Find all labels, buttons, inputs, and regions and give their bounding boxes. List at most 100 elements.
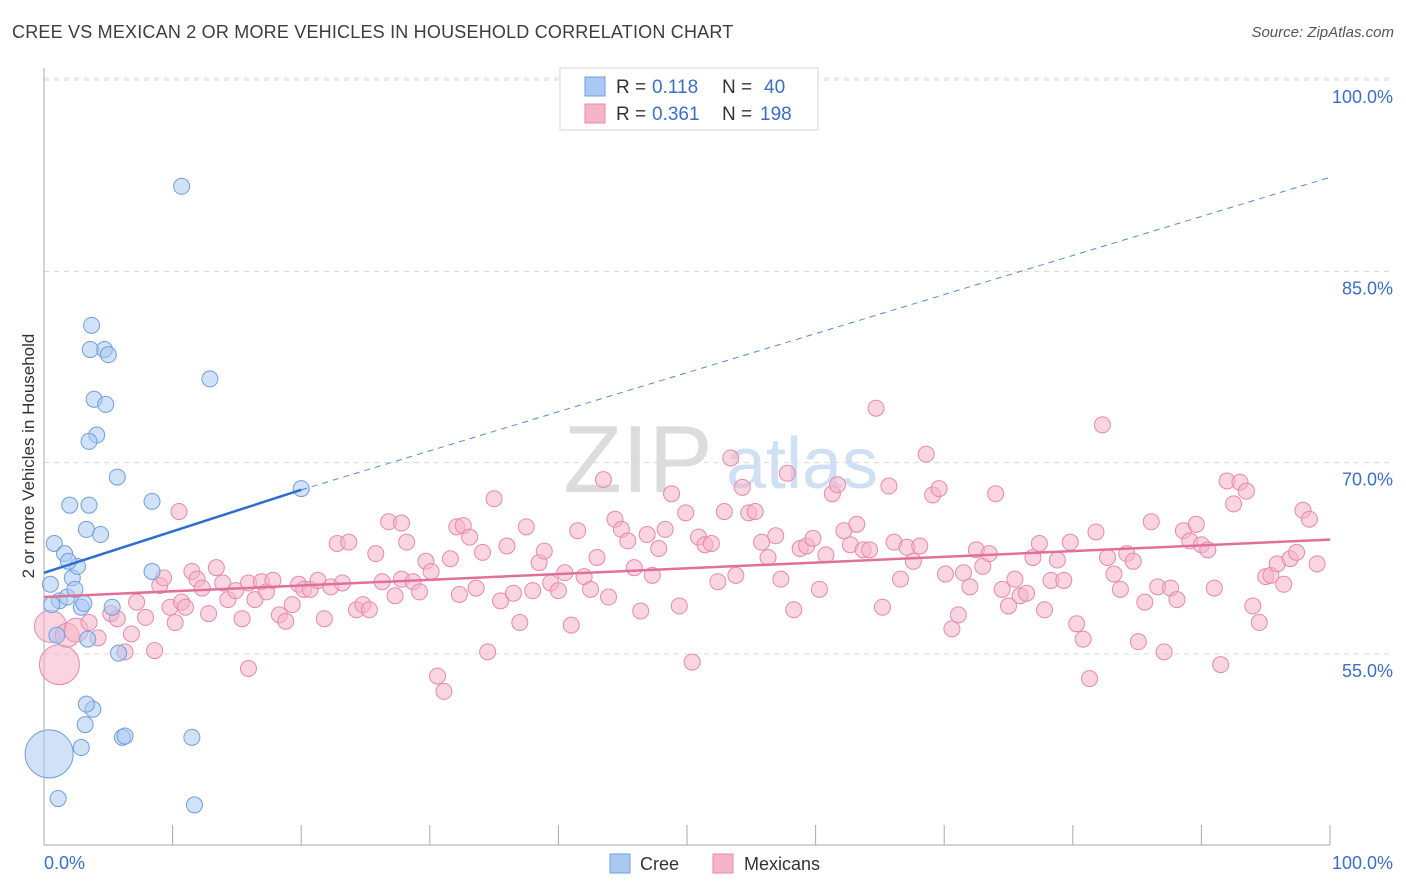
mexicans-r-value: 0.361 bbox=[652, 104, 700, 125]
mexicans-point-201 bbox=[450, 585, 468, 603]
mexicans-point-137 bbox=[930, 480, 948, 498]
cree-point-35 bbox=[143, 492, 161, 510]
cree-point-9 bbox=[61, 496, 79, 514]
cree-point-30 bbox=[110, 644, 128, 662]
cree-r-label: R = bbox=[616, 77, 646, 98]
cree-point-36 bbox=[143, 563, 161, 581]
mexicans-point-157 bbox=[1055, 571, 1073, 589]
mexicans-point-101 bbox=[702, 534, 720, 552]
mexicans-point-69 bbox=[498, 537, 516, 555]
cree-point-41 bbox=[292, 480, 310, 498]
mexicans-point-163 bbox=[1093, 416, 1111, 434]
cree-r-value: 0.118 bbox=[652, 77, 698, 98]
mexicans-point-169 bbox=[1129, 633, 1147, 651]
mexicans-point-113 bbox=[778, 464, 796, 482]
mexicans-point-146 bbox=[987, 485, 1005, 503]
mexicans-point-21 bbox=[193, 579, 211, 597]
mexicans-point-165 bbox=[1105, 565, 1123, 583]
cree-point-34 bbox=[76, 716, 94, 734]
watermark-zip: ZIP bbox=[563, 406, 712, 513]
cree-trend-line bbox=[43, 488, 302, 574]
mexicans-point-178 bbox=[1187, 515, 1205, 533]
cree-swatch bbox=[584, 76, 606, 97]
mexicans-point-196 bbox=[1300, 510, 1318, 528]
cree-point-1 bbox=[45, 534, 63, 552]
mexicans-point-58 bbox=[429, 667, 447, 685]
mexicans-point-83 bbox=[588, 548, 606, 566]
mexicans-point-80 bbox=[569, 522, 587, 540]
mexicans-point-134 bbox=[911, 537, 929, 555]
mexicans-point-35 bbox=[283, 596, 301, 614]
mexicans-point-154 bbox=[1036, 601, 1054, 619]
mexicans-point-114 bbox=[785, 601, 803, 619]
mexicans-point-106 bbox=[733, 478, 751, 496]
mexicans-point-53 bbox=[398, 533, 416, 551]
mexicans-swatch bbox=[584, 103, 606, 124]
mexicans-point-93 bbox=[650, 540, 668, 558]
mexicans-point-139 bbox=[943, 620, 961, 638]
mexicans-point-27 bbox=[233, 610, 251, 628]
mexicans-point-131 bbox=[891, 570, 909, 588]
mexicans-point-84 bbox=[594, 471, 612, 489]
mexicans-trend-line bbox=[43, 538, 1331, 599]
mexicans-point-11 bbox=[137, 608, 155, 626]
cree-point-16 bbox=[79, 630, 97, 648]
mexicans-point-112 bbox=[772, 570, 790, 588]
axes bbox=[43, 68, 1331, 846]
mexicans-point-16 bbox=[166, 614, 184, 632]
cree-point-42 bbox=[49, 790, 67, 808]
mexicans-point-24 bbox=[214, 574, 232, 592]
mexicans-point-108 bbox=[746, 503, 764, 521]
mexicans-point-94 bbox=[656, 520, 674, 538]
mexicans-point-192 bbox=[1275, 575, 1293, 593]
mexicans-point-151 bbox=[1018, 584, 1036, 602]
mexicans-point-110 bbox=[759, 548, 777, 566]
mexicans-point-133 bbox=[904, 552, 922, 570]
mexicans-point-164 bbox=[1099, 548, 1117, 566]
y-tick-label-85: 85.0% bbox=[1342, 278, 1393, 298]
mexicans-point-103 bbox=[715, 503, 733, 521]
mexicans-r-label: R = bbox=[616, 104, 646, 125]
mexicans-point-149 bbox=[1006, 570, 1024, 588]
mexicans-point-166 bbox=[1111, 580, 1129, 598]
mexicans-point-186 bbox=[1237, 482, 1255, 500]
legend-mexicans-swatch bbox=[712, 853, 734, 874]
cree-point-25 bbox=[80, 432, 98, 450]
x-tick-label-min: 0.0% bbox=[44, 853, 85, 873]
mexicans-point-161 bbox=[1081, 670, 1099, 688]
mexicans-point-32 bbox=[264, 571, 282, 589]
mexicans-point-160 bbox=[1074, 630, 1092, 648]
legend-cree-swatch bbox=[609, 853, 631, 874]
mexicans-point-70 bbox=[504, 584, 522, 602]
mexicans-point-72 bbox=[517, 518, 535, 536]
chart-title: CREE VS MEXICAN 2 OR MORE VEHICLES IN HO… bbox=[12, 22, 734, 42]
mexicans-point-194 bbox=[1288, 543, 1306, 561]
mexicans-point-111 bbox=[767, 527, 785, 545]
mexicans-point-85 bbox=[600, 588, 618, 606]
mexicans-point-26 bbox=[227, 582, 245, 600]
mexicans-point-117 bbox=[804, 529, 822, 547]
mexicans-point-97 bbox=[677, 504, 695, 522]
cree-point-4 bbox=[48, 626, 66, 644]
cree-point-24 bbox=[97, 395, 115, 413]
mexicans-point-98 bbox=[683, 653, 701, 671]
mexicans-point-1 bbox=[38, 644, 80, 686]
mexicans-point-124 bbox=[848, 515, 866, 533]
mexicans-point-181 bbox=[1205, 579, 1223, 597]
source-credit: Source: ZipAtlas.com bbox=[1251, 24, 1394, 41]
mexicans-point-90 bbox=[632, 602, 650, 620]
mexicans-point-173 bbox=[1155, 643, 1173, 661]
x-tick-label-max: 100.0% bbox=[1332, 853, 1393, 873]
y-tick-label-70: 70.0% bbox=[1342, 470, 1393, 490]
cree-point-14 bbox=[75, 594, 93, 612]
cree-point-20 bbox=[92, 526, 110, 544]
cree-point-3 bbox=[43, 596, 61, 614]
y-tick-label-55: 55.0% bbox=[1342, 661, 1393, 681]
mexicans-point-168 bbox=[1124, 552, 1142, 570]
mexicans-point-71 bbox=[511, 614, 529, 632]
mexicans-point-59 bbox=[435, 682, 453, 700]
mexicans-point-10 bbox=[128, 593, 146, 611]
mexicans-point-12 bbox=[146, 642, 164, 660]
mexicans-point-153 bbox=[1030, 534, 1048, 552]
cree-point-0 bbox=[24, 729, 74, 779]
